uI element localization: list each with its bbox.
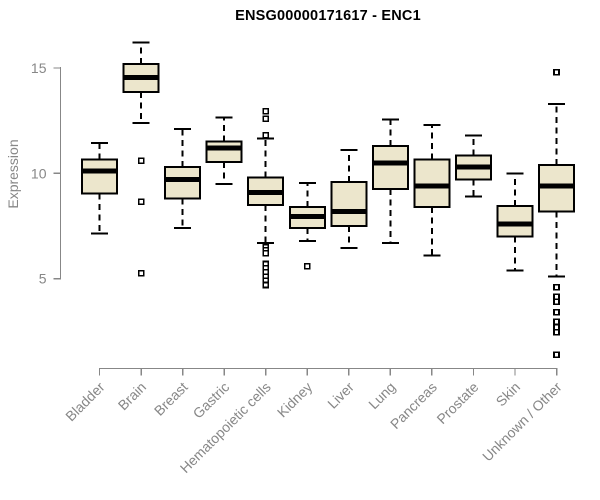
outlier-point: [137, 270, 145, 277]
x-tick-label-kidney: Kidney: [274, 379, 316, 421]
boxplot-bladder: [81, 141, 118, 235]
outlier-point: [553, 351, 560, 358]
outlier-point: [262, 281, 270, 289]
outlier-point: [553, 309, 560, 316]
iqr-box: [413, 158, 451, 209]
outlier-point: [553, 293, 560, 300]
x-tick-label-liver: Liver: [324, 379, 357, 412]
x-tick-label-breast: Breast: [151, 379, 191, 419]
boxplot-gastric: [205, 116, 243, 185]
outlier-point: [553, 68, 560, 76]
y-tick-label: 15: [31, 60, 47, 76]
x-tick-label-prostate: Prostate: [433, 379, 481, 427]
x-tick-label-skin: Skin: [493, 379, 524, 410]
x-tick-label-lung: Lung: [365, 379, 398, 412]
y-tick-label: 5: [39, 271, 47, 287]
iqr-box: [371, 144, 409, 191]
outlier-point: [553, 323, 560, 331]
outlier-point: [262, 115, 270, 122]
boxplot-prostate: [454, 134, 492, 198]
outlier-point: [553, 298, 560, 306]
boxplot-pancreas: [413, 123, 451, 257]
iqr-box: [164, 166, 202, 200]
iqr-box: [81, 158, 118, 195]
outlier-point: [262, 107, 270, 115]
y-tick-label: 10: [31, 165, 47, 181]
boxplot-unknown-other: [538, 68, 576, 358]
boxplot-liver: [330, 149, 368, 250]
boxplot-lung: [371, 118, 409, 244]
outlier-point: [303, 262, 311, 270]
iqr-box: [205, 140, 243, 163]
x-tick-label-unknown-other: Unknown / Other: [479, 379, 565, 465]
iqr-box: [496, 205, 534, 238]
x-tick-label-brain: Brain: [115, 379, 149, 413]
outlier-point: [553, 283, 560, 291]
outlier-point: [137, 198, 145, 206]
outlier-point: [262, 250, 270, 257]
boxplot-breast: [164, 128, 202, 230]
chart-title: ENSG00000171617 - ENC1: [235, 8, 421, 24]
iqr-box: [330, 180, 368, 228]
boxplot-hematopoietic-cells: [247, 107, 285, 289]
boxplot-skin: [496, 172, 534, 272]
boxplot-kidney: [288, 181, 326, 270]
outlier-point: [553, 329, 560, 336]
boxplot-brain: [122, 41, 160, 277]
outlier-point: [262, 132, 270, 139]
x-tick-label-bladder: Bladder: [62, 379, 108, 425]
outlier-point: [137, 157, 145, 165]
outlier-point: [553, 318, 560, 326]
